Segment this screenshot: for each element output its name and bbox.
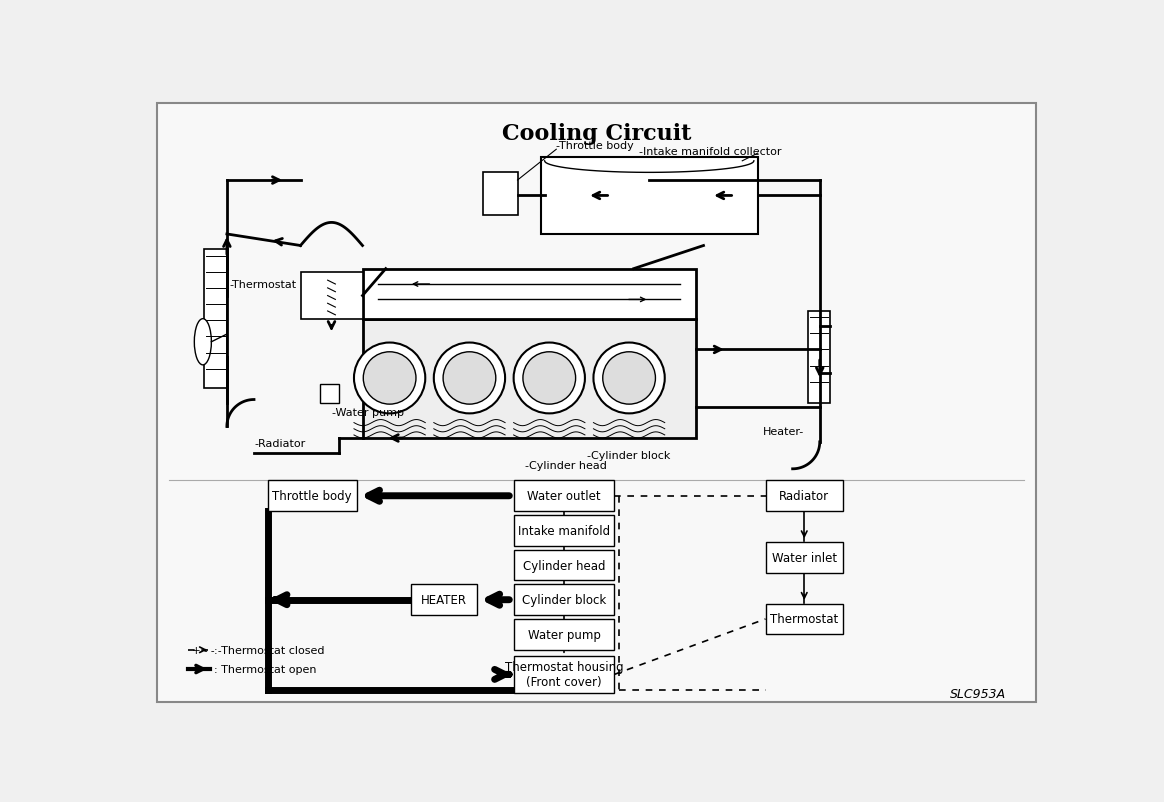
- Text: SLC953A: SLC953A: [950, 687, 1006, 700]
- Text: : Thermostat open: : Thermostat open: [214, 664, 317, 674]
- Text: -Radiator: -Radiator: [254, 439, 305, 448]
- Circle shape: [434, 343, 505, 414]
- Text: -Cylinder head: -Cylinder head: [525, 460, 608, 470]
- Bar: [766, 480, 843, 512]
- Text: HEATER: HEATER: [421, 593, 467, 606]
- Bar: [513, 585, 615, 615]
- Text: -Thermostat: -Thermostat: [229, 279, 297, 290]
- Bar: [204, 250, 227, 388]
- Text: Cylinder block: Cylinder block: [521, 593, 606, 606]
- Text: Water pump: Water pump: [527, 628, 601, 641]
- Text: Cooling Circuit: Cooling Circuit: [502, 124, 691, 145]
- Text: -Water pump: -Water pump: [332, 407, 404, 418]
- Text: + - - -: + - - -: [192, 645, 221, 655]
- Bar: [513, 480, 615, 512]
- Text: : Thermostat closed: : Thermostat closed: [214, 645, 325, 655]
- Circle shape: [523, 352, 576, 405]
- Circle shape: [594, 343, 665, 414]
- Bar: [320, 385, 339, 404]
- Bar: [766, 542, 843, 573]
- Ellipse shape: [194, 319, 212, 366]
- Bar: [483, 173, 518, 216]
- Text: Water inlet: Water inlet: [772, 551, 837, 564]
- Bar: [808, 311, 830, 404]
- Bar: [300, 273, 362, 319]
- Circle shape: [354, 343, 425, 414]
- Text: Intake manifold: Intake manifold: [518, 525, 610, 537]
- Bar: [513, 656, 615, 693]
- Text: -Cylinder block: -Cylinder block: [588, 450, 670, 460]
- Circle shape: [443, 352, 496, 405]
- Bar: [268, 480, 356, 512]
- Circle shape: [603, 352, 655, 405]
- Bar: [513, 516, 615, 546]
- Bar: [541, 158, 758, 235]
- Bar: [411, 585, 477, 615]
- Text: Thermostat: Thermostat: [771, 613, 838, 626]
- Bar: [766, 604, 843, 634]
- Text: -Throttle body: -Throttle body: [556, 141, 634, 152]
- Text: Radiator: Radiator: [779, 490, 829, 503]
- Text: Thermostat housing
(Front cover): Thermostat housing (Front cover): [505, 661, 623, 689]
- Circle shape: [363, 352, 416, 405]
- Bar: [513, 619, 615, 650]
- Text: -Intake manifold collector: -Intake manifold collector: [639, 147, 781, 156]
- Circle shape: [513, 343, 585, 414]
- Text: Heater-: Heater-: [762, 427, 804, 437]
- Text: Cylinder head: Cylinder head: [523, 559, 605, 572]
- Text: Water outlet: Water outlet: [527, 490, 601, 503]
- Bar: [362, 319, 696, 439]
- Bar: [513, 550, 615, 581]
- Bar: [362, 269, 696, 319]
- Text: Throttle body: Throttle body: [272, 490, 352, 503]
